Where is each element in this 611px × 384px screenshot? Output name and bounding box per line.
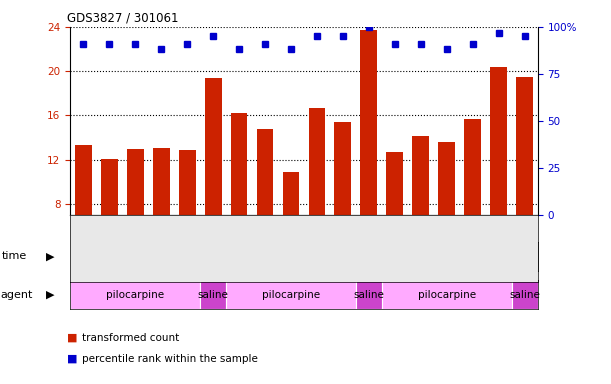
Text: saline: saline — [197, 290, 229, 300]
Bar — [356, 280, 382, 309]
Text: pilocarpine: pilocarpine — [262, 290, 320, 300]
Bar — [101, 159, 118, 215]
Text: transformed count: transformed count — [82, 333, 180, 343]
Text: ■: ■ — [67, 333, 78, 343]
Bar — [153, 147, 170, 215]
Bar — [309, 108, 326, 215]
Text: ▶: ▶ — [46, 290, 55, 300]
Bar — [70, 242, 226, 271]
Text: time: time — [2, 251, 27, 262]
Bar — [282, 172, 299, 215]
Bar — [382, 242, 538, 271]
Bar — [200, 280, 226, 309]
Bar — [438, 142, 455, 215]
Bar — [75, 145, 92, 215]
Text: pilocarpine: pilocarpine — [418, 290, 476, 300]
Bar — [126, 149, 144, 215]
Text: percentile rank within the sample: percentile rank within the sample — [82, 354, 258, 364]
Bar — [490, 67, 507, 215]
Bar — [412, 136, 430, 215]
Text: saline: saline — [353, 290, 384, 300]
Bar — [226, 280, 356, 309]
Bar — [178, 150, 196, 215]
Text: ■: ■ — [67, 354, 78, 364]
Text: 7 days post-SE: 7 days post-SE — [265, 251, 343, 262]
Text: saline: saline — [509, 290, 540, 300]
Bar — [382, 280, 512, 309]
Text: agent: agent — [1, 290, 33, 300]
Text: 3 days post-SE: 3 days post-SE — [109, 251, 187, 262]
Text: GDS3827 / 301061: GDS3827 / 301061 — [67, 12, 178, 25]
Text: ▶: ▶ — [46, 251, 55, 262]
Bar — [464, 119, 481, 215]
Bar — [70, 280, 200, 309]
Bar — [334, 122, 351, 215]
Bar — [512, 280, 538, 309]
Bar — [230, 113, 247, 215]
Bar — [516, 77, 533, 215]
Bar — [226, 242, 382, 271]
Bar — [205, 78, 222, 215]
Text: pilocarpine: pilocarpine — [106, 290, 164, 300]
Bar — [257, 129, 274, 215]
Bar — [360, 30, 378, 215]
Text: immediate: immediate — [432, 251, 488, 262]
Bar — [386, 152, 403, 215]
